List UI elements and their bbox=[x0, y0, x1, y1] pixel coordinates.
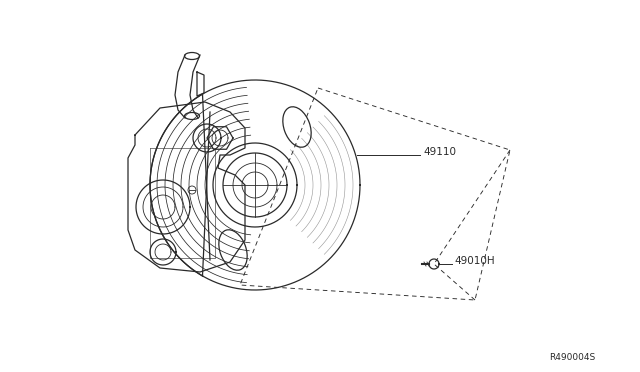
Text: R490004S: R490004S bbox=[548, 353, 595, 362]
Text: 49110: 49110 bbox=[423, 147, 456, 157]
Text: 49010H: 49010H bbox=[454, 256, 495, 266]
